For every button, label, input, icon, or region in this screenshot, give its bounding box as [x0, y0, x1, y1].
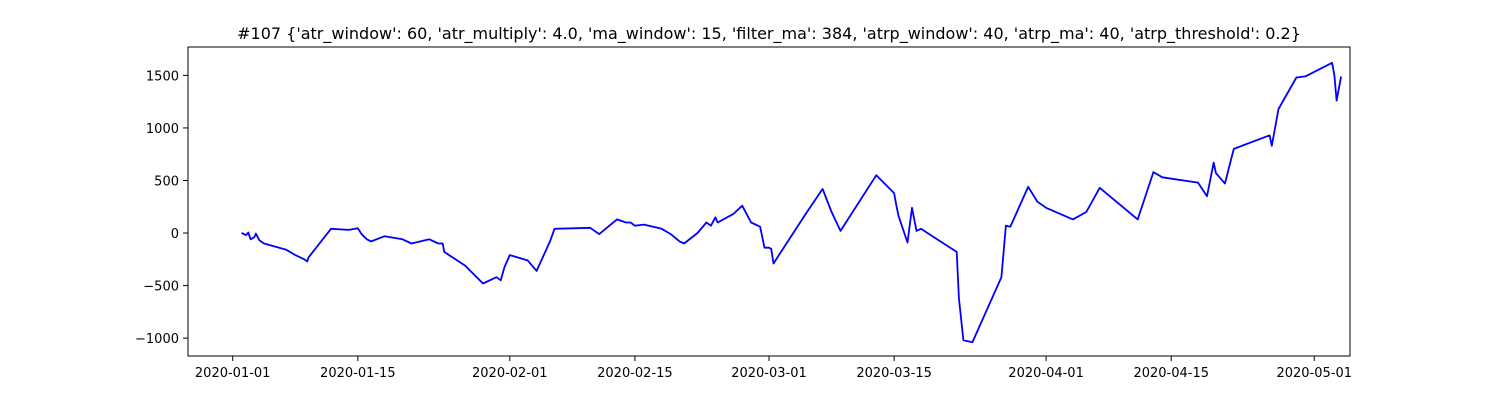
x-tick-label: 2020-04-01	[1008, 366, 1084, 381]
x-tick-label: 2020-01-15	[320, 366, 396, 381]
plot-area: −1000 −500 0 500 1000 1500 2020-01-01 2020-01-1…	[135, 46, 1352, 381]
y-tick-label: 500	[154, 174, 179, 189]
y-tick-label: 1500	[146, 69, 179, 84]
y-tick-label: 0	[171, 227, 179, 242]
x-tick-label: 2020-04-15	[1133, 366, 1209, 381]
y-tick-label: −500	[143, 280, 179, 295]
y-tick-label: 1000	[146, 122, 179, 137]
axes-frame	[187, 46, 1351, 357]
y-tick-label: −1000	[135, 332, 179, 347]
x-tick-label: 2020-01-01	[195, 366, 271, 381]
x-tick-label: 2020-03-15	[856, 366, 932, 381]
x-tick-label: 2020-02-15	[597, 366, 673, 381]
x-tick-label: 2020-05-01	[1276, 366, 1352, 381]
series-line	[241, 61, 1342, 344]
chart-title: #107 {'atr_window': 60, 'atr_multiply': …	[237, 24, 1301, 44]
x-tick-label: 2020-02-01	[472, 366, 548, 381]
x-tick-label: 2020-03-01	[731, 366, 807, 381]
